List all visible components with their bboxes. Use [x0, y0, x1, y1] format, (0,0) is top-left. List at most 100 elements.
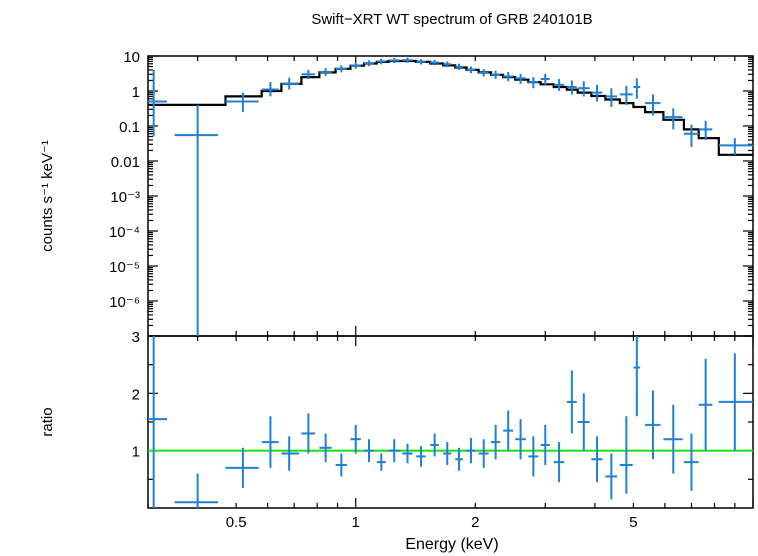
spectrum-y-tick-label: 10 [123, 49, 140, 66]
ratio-panel-frame [147, 335, 754, 509]
x-axis-label: Energy (keV) [405, 536, 498, 553]
spectrum-data-point [281, 77, 300, 90]
ratio-data-point [663, 404, 683, 474]
ratio-data-point [540, 424, 550, 465]
ratio-data-point [261, 416, 279, 468]
spectrum-data-point [335, 65, 347, 73]
spectrum-data-point [443, 61, 452, 68]
spectrum-data-point [619, 85, 633, 105]
ratio-data-point [577, 393, 590, 451]
ratio-data-point [335, 453, 347, 477]
x-tick-label: 1 [352, 514, 360, 531]
ratio-data-point [466, 438, 476, 464]
ratio-data-point [633, 336, 641, 417]
spectrum-data-point [645, 94, 661, 116]
spectrum-data-point [174, 104, 218, 336]
spectrum-data-point [515, 73, 526, 84]
ratio-data-point [645, 390, 661, 460]
chart-title: Swift−XRT WT spectrum of GRB 240101B [311, 11, 592, 28]
ratio-data-point [301, 413, 316, 454]
spectrum-data-point [698, 120, 713, 140]
spectrum-data-point [225, 92, 259, 113]
ratio-data-point [388, 439, 400, 463]
spectrum-y-tick-label: 10⁻⁵ [109, 259, 140, 276]
ratio-data-point [416, 446, 426, 467]
spectrum-data-point [455, 63, 463, 70]
ratio-data-point [350, 424, 361, 454]
spectrum-data-point [540, 73, 550, 85]
x-tick-label: 2 [471, 514, 479, 531]
ratio-y-axis-label: ratio [39, 407, 56, 436]
spectrum-data-point [350, 62, 361, 69]
ratio-data-point [503, 410, 514, 451]
ratio-axis-ticks [147, 335, 754, 508]
spectrum-data-point [577, 81, 590, 97]
spectrum-data-point [503, 71, 514, 82]
spectrum-y-tick-label: 0.1 [119, 119, 140, 136]
ratio-data-group [148, 336, 753, 508]
ratio-data-point [443, 442, 452, 465]
x-tick-label: 5 [629, 514, 637, 531]
spectrum-model-group [148, 59, 753, 156]
ratio-data-point [281, 436, 300, 471]
spectrum-data-point [388, 57, 400, 64]
spectrum-data-point [478, 69, 489, 77]
ratio-y-tick-label: 1 [132, 444, 140, 461]
spectrum-panel-frame [147, 55, 754, 337]
spectrum-y-tick-label: 10⁻⁴ [109, 224, 140, 241]
ratio-data-point [515, 419, 526, 460]
ratio-data-point [402, 443, 413, 464]
spectrum-data-point [416, 59, 426, 65]
ratio-data-point [148, 336, 168, 508]
spectrum-data-point [376, 58, 386, 65]
ratio-data-point [718, 353, 753, 451]
spectrum-axis-ticks [147, 55, 754, 337]
ratio-data-point [605, 453, 618, 500]
model-step-line [148, 59, 753, 156]
spectrum-y-tick-label: 0.01 [111, 154, 140, 171]
spectrum-data-point [261, 82, 279, 97]
spectrum-y-tick-labels: 10 1 0.1 0.01 10⁻³ 10⁻⁴ 10⁻⁵ 10⁻⁶ [109, 49, 140, 311]
ratio-data-point [553, 442, 565, 483]
ratio-data-point [364, 439, 374, 463]
spectrum-data-point [319, 68, 332, 76]
ratio-y-tick-labels: 1 2 3 [132, 329, 140, 461]
ratio-data-point [455, 447, 463, 471]
spectrum-data-point [553, 79, 565, 91]
spectrum-y-tick-label: 10⁻⁶ [109, 294, 140, 311]
ratio-data-point [490, 424, 501, 460]
ratio-data-point [683, 433, 699, 491]
spectrum-data-point [605, 88, 618, 107]
ratio-data-point [698, 358, 713, 451]
x-tick-label: 0.5 [226, 514, 247, 531]
ratio-y-tick-label: 3 [132, 329, 140, 346]
spectrum-data-point [466, 66, 476, 74]
spectrum-data-point [148, 69, 168, 137]
spectrum-data-point [430, 59, 439, 66]
spectrum-data-point [528, 77, 539, 89]
spectrum-data-point [718, 138, 753, 155]
ratio-data-point [619, 416, 633, 494]
spectrum-y-tick-label: 1 [132, 84, 140, 101]
spectrum-data-point [683, 124, 699, 148]
ratio-data-point [376, 453, 386, 471]
spectrum-data-point [301, 69, 316, 80]
spectrum-data-point [364, 60, 374, 67]
ratio-data-point [319, 433, 332, 463]
ratio-data-point [430, 433, 439, 457]
ratio-data-point [174, 473, 218, 508]
spectrum-data-point [633, 78, 641, 99]
ratio-data-point [225, 447, 259, 488]
spectrum-y-tick-label: 10⁻³ [110, 189, 140, 206]
ratio-data-point [528, 436, 539, 477]
x-tick-labels: 0.5 1 2 5 [226, 514, 638, 531]
ratio-y-tick-label: 2 [132, 386, 140, 403]
spectrum-data-point [490, 70, 501, 80]
spectrum-data-point [402, 57, 413, 63]
spectrum-data-point [591, 84, 603, 102]
spectrum-data-point [663, 108, 683, 130]
ratio-data-point [566, 370, 577, 434]
ratio-data-point [591, 436, 603, 483]
ratio-data-point [478, 439, 489, 468]
